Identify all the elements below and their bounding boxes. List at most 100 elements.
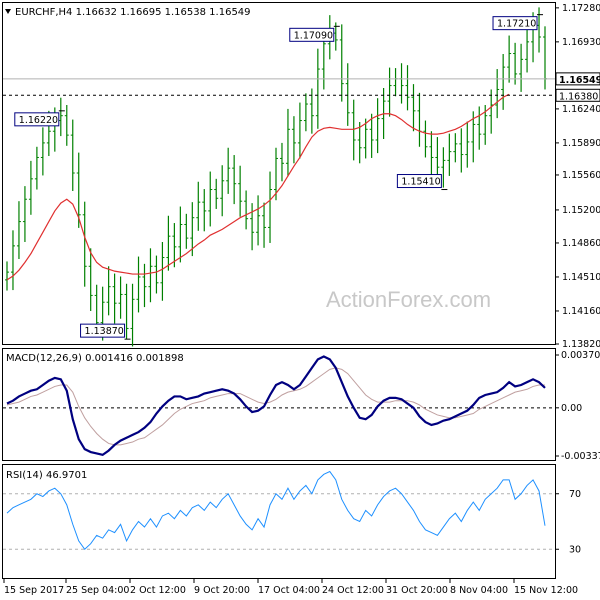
price-bar [501,54,506,110]
reference-level-label: 1.16380 [559,91,598,102]
price-bar [256,195,261,246]
price-bar [166,215,171,271]
price-bar [214,178,219,209]
price-bar [106,266,111,316]
price-bar [465,121,470,168]
price-bar [268,171,273,243]
x-tick-label: 25 Sep 04:00 [66,585,129,596]
price-bar [471,111,476,163]
price-bar [130,283,135,347]
price-layer: 1.17280 1.16930 1.16240 1.15890 1.15560 1.152… [3,3,600,350]
price-bar [136,256,141,313]
price-bar [226,147,231,194]
x-tick-label: 15 Sep 2017 [4,585,64,596]
price-bar [274,147,278,201]
price-bar [297,102,302,159]
macd-tick-label: -0.003379 [561,451,600,462]
price-bar [303,93,308,132]
price-bar [40,127,45,176]
price-bar [279,142,284,182]
price-bar [291,116,296,164]
price-bar [88,248,93,311]
price-tick-label: 1.13820 [562,339,600,350]
rsi-line [6,470,546,551]
rsi-panel [2,464,556,579]
rsi-layer: RSI(14) 46.9701 70 30 [3,470,581,555]
x-tick-label: 31 Oct 20:00 [386,585,448,596]
price-annotation: 1.13870 [80,323,131,340]
macd-panel [2,348,556,461]
price-tick-label: 1.16930 [562,37,600,48]
current-price-box [555,72,600,86]
price-bar [154,255,159,294]
price-bar [208,171,213,227]
price-tick-label: 1.15200 [562,205,600,216]
price-bar [82,201,87,287]
price-bar [363,118,368,159]
x-tick-label: 8 Nov 04:00 [450,585,508,596]
price-tick-label: 1.14160 [562,306,600,317]
macd-title: MACD(12,26,9) 0.001416 0.001898 [6,353,184,364]
symbol-header: EURCHF,H4 1.16632 1.16695 1.16538 1.1654… [5,7,251,18]
price-tick-label: 1.14860 [562,238,600,249]
price-bar [118,276,123,319]
price-bar [76,152,81,228]
price-bar [124,283,129,340]
price-bar [172,223,177,268]
annotation-label: 1.15410 [401,177,440,188]
price-bar [250,203,255,251]
price-bar [202,189,207,232]
annotation-label: 1.17210 [497,19,536,30]
price-bar [423,120,428,158]
annotation-box [289,27,335,42]
rsi-title: RSI(14) 46.9701 [6,470,87,481]
price-bar [435,137,440,181]
price-bar [459,128,464,173]
price-bar [345,63,350,126]
price-bar [160,241,165,301]
price-bar [196,181,201,231]
price-annotation: 1.17090 [289,25,340,42]
price-bar [351,99,356,161]
x-tick-label: 2 Oct 12:00 [130,585,186,596]
price-bar [148,248,153,303]
price-bar [357,122,362,164]
price-bar [369,113,374,158]
price-bar [16,201,21,259]
price-bar [34,146,39,190]
macd-signal-line [6,367,545,446]
macd-tick-label: 0.003705 [561,350,600,361]
price-bar [10,230,15,291]
price-tick-label: 1.15560 [562,170,600,181]
price-annotation: 1.17210 [492,14,544,31]
price-bar [477,106,482,150]
price-bar [411,84,416,132]
price-bar [309,88,314,134]
watermark: ActionForex.com [326,287,491,312]
price-bar [453,133,458,163]
price-bar [405,65,410,111]
price-bar [429,131,434,176]
x-axis: 15 Sep 2017 25 Sep 04:00 2 Oct 12:00 9 Oct … [3,579,578,596]
price-bar [495,69,500,119]
price-bar [315,48,320,129]
price-bar [441,147,446,188]
price-bar [5,261,9,291]
price-bar [22,186,27,242]
current-price-label: 1.16549 [559,75,600,86]
price-bar [238,165,243,217]
price-annotation: 1.16220 [14,110,65,127]
price-bar [112,273,117,324]
x-tick-label: 15 Nov 12:00 [514,585,578,596]
price-bar [64,105,69,146]
macd-layer: MACD(12,26,9) 0.001416 0.001898 0.003705 0… [3,350,600,462]
price-tick-label: 1.16240 [562,104,600,115]
price-bar [513,42,518,85]
x-tick-label: 24 Oct 12:00 [322,585,384,596]
annotation-label: 1.13870 [85,326,124,337]
rsi-tick-label: 30 [569,544,581,555]
reference-level-box [555,88,600,102]
price-bar [507,35,512,83]
price-annotation: 1.15410 [396,174,448,191]
